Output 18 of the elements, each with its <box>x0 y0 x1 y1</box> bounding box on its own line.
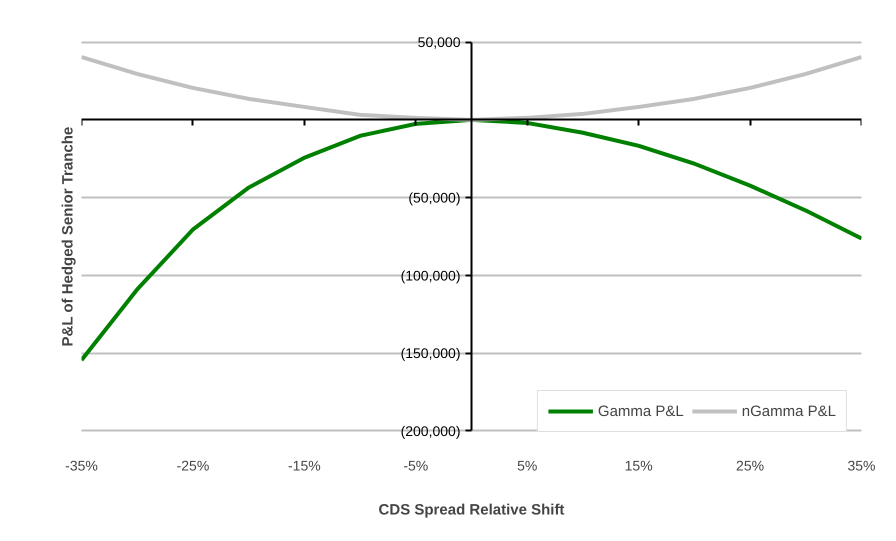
x-tick-label: -15% <box>288 458 321 474</box>
y-tick-label: 50,000 <box>418 34 461 50</box>
x-axis-title: CDS Spread Relative Shift <box>378 502 564 518</box>
line-series <box>82 118 862 362</box>
legend-label: Gamma P&L <box>598 402 684 420</box>
y-tick-label: (150,000) <box>400 345 461 362</box>
x-tick-label: 5% <box>517 458 538 474</box>
x-tick-label: -5% <box>403 458 428 474</box>
y-axis-title: P&L of Hedged Senior Tranche <box>60 126 76 347</box>
y-tick-label: (100,000) <box>400 267 461 284</box>
x-tick-label: 35% <box>847 458 876 474</box>
legend-label: nGamma P&L <box>742 402 836 420</box>
y-tick-label: (50,000) <box>408 190 461 206</box>
x-tick-label: 15% <box>624 458 653 474</box>
y-tick-label: (200,000) <box>400 422 461 439</box>
x-tick-label: 25% <box>736 458 764 474</box>
x-tick-label: -35% <box>65 458 98 474</box>
x-tick-label: -25% <box>176 458 210 474</box>
